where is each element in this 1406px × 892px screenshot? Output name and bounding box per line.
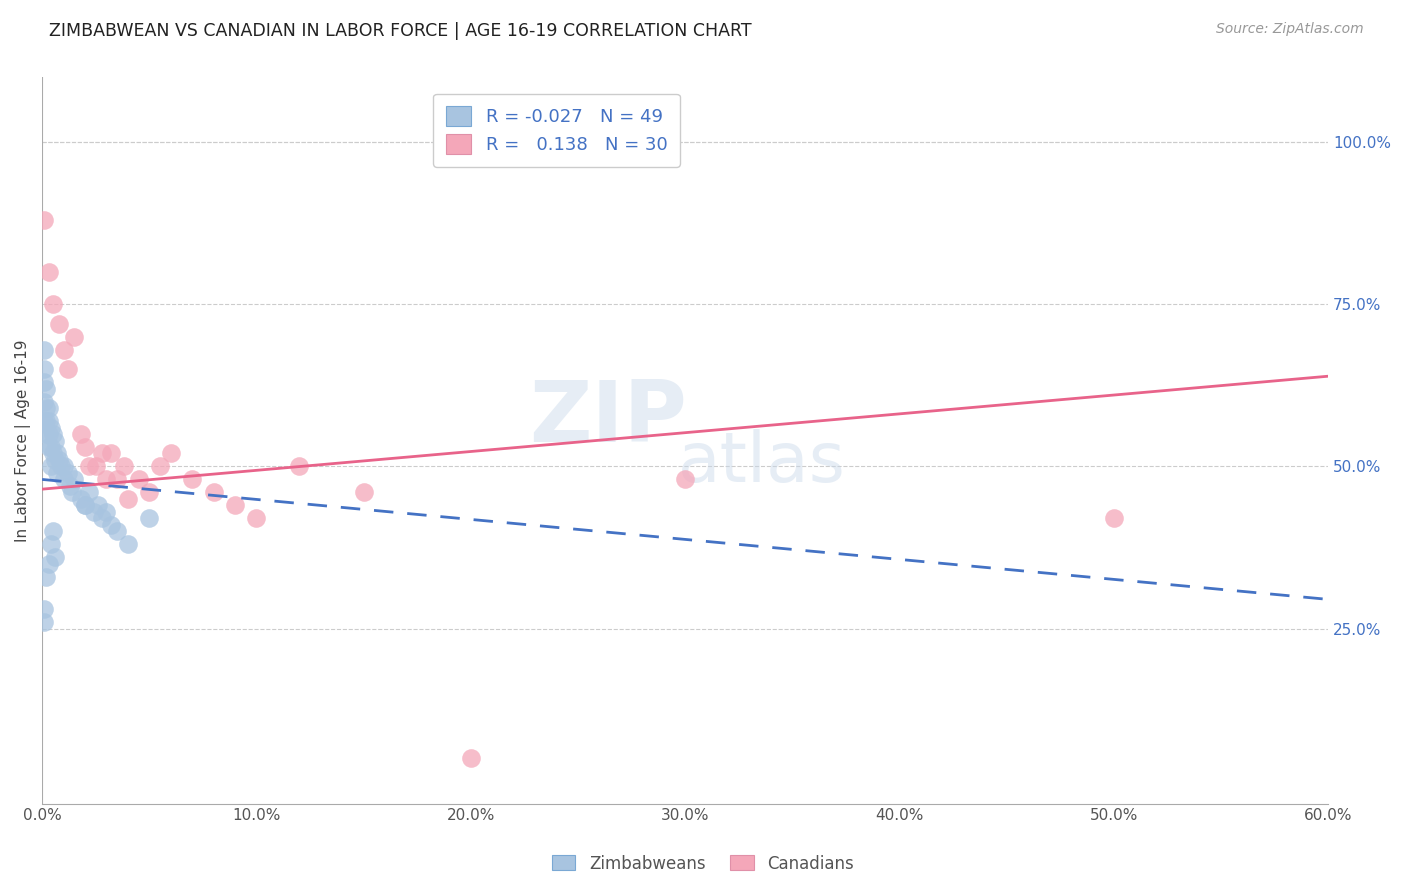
Point <box>32 343 55 357</box>
Point <box>1102 511 1125 525</box>
Point <box>181 472 204 486</box>
Point <box>288 459 311 474</box>
Point <box>105 524 128 539</box>
Legend: Zimbabweans, Canadians: Zimbabweans, Canadians <box>546 848 860 880</box>
Point <box>138 511 160 525</box>
Point <box>63 472 86 486</box>
Y-axis label: In Labor Force | Age 16-19: In Labor Force | Age 16-19 <box>15 339 31 541</box>
Point <box>60 485 83 500</box>
Point <box>39 420 62 434</box>
Point <box>42 297 65 311</box>
Point <box>42 427 65 442</box>
Point <box>44 434 66 448</box>
Point <box>59 479 82 493</box>
Point <box>91 446 114 460</box>
Point <box>35 570 58 584</box>
Point <box>91 511 114 525</box>
Point <box>63 330 86 344</box>
Point <box>353 485 375 500</box>
Point <box>56 362 79 376</box>
Point <box>224 499 246 513</box>
Point <box>39 440 62 454</box>
Point <box>32 615 55 629</box>
Text: ZIP: ZIP <box>529 377 688 460</box>
Point <box>48 317 70 331</box>
Point <box>100 446 122 460</box>
Point <box>56 466 79 480</box>
Point <box>159 446 181 460</box>
Text: atlas: atlas <box>678 429 846 496</box>
Point <box>46 466 69 480</box>
Point <box>35 382 58 396</box>
Point <box>96 472 118 486</box>
Point <box>38 557 60 571</box>
Point <box>138 485 160 500</box>
Text: ZIMBABWEAN VS CANADIAN IN LABOR FORCE | AGE 16-19 CORRELATION CHART: ZIMBABWEAN VS CANADIAN IN LABOR FORCE | … <box>49 22 752 40</box>
Point <box>35 427 58 442</box>
Point <box>32 375 55 389</box>
Point <box>52 343 75 357</box>
Point <box>44 550 66 565</box>
Point <box>38 427 60 442</box>
Point <box>128 472 150 486</box>
Point <box>38 401 60 416</box>
Point <box>87 499 110 513</box>
Text: Source: ZipAtlas.com: Source: ZipAtlas.com <box>1216 22 1364 37</box>
Point <box>35 414 58 428</box>
Point <box>38 414 60 428</box>
Point <box>96 505 118 519</box>
Point <box>32 414 55 428</box>
Legend: R = -0.027   N = 49, R =   0.138   N = 30: R = -0.027 N = 49, R = 0.138 N = 30 <box>433 94 681 167</box>
Point <box>105 472 128 486</box>
Point <box>117 491 139 506</box>
Point <box>38 440 60 454</box>
Point <box>460 751 482 765</box>
Point <box>32 602 55 616</box>
Point <box>117 537 139 551</box>
Point <box>38 265 60 279</box>
Point <box>77 485 100 500</box>
Point <box>42 524 65 539</box>
Point <box>32 362 55 376</box>
Point <box>32 394 55 409</box>
Point <box>83 505 105 519</box>
Point <box>73 499 96 513</box>
Point <box>77 459 100 474</box>
Point <box>39 537 62 551</box>
Point <box>673 472 696 486</box>
Point <box>35 401 58 416</box>
Point <box>69 427 91 442</box>
Point <box>52 459 75 474</box>
Point <box>46 446 69 460</box>
Point <box>112 459 135 474</box>
Point <box>202 485 225 500</box>
Point <box>52 472 75 486</box>
Point <box>73 499 96 513</box>
Point <box>32 213 55 227</box>
Point <box>44 453 66 467</box>
Point <box>42 446 65 460</box>
Point <box>149 459 172 474</box>
Point <box>69 491 91 506</box>
Point <box>84 459 107 474</box>
Point <box>39 459 62 474</box>
Point <box>100 517 122 532</box>
Point <box>73 440 96 454</box>
Point <box>51 459 73 474</box>
Point <box>48 453 70 467</box>
Point <box>245 511 267 525</box>
